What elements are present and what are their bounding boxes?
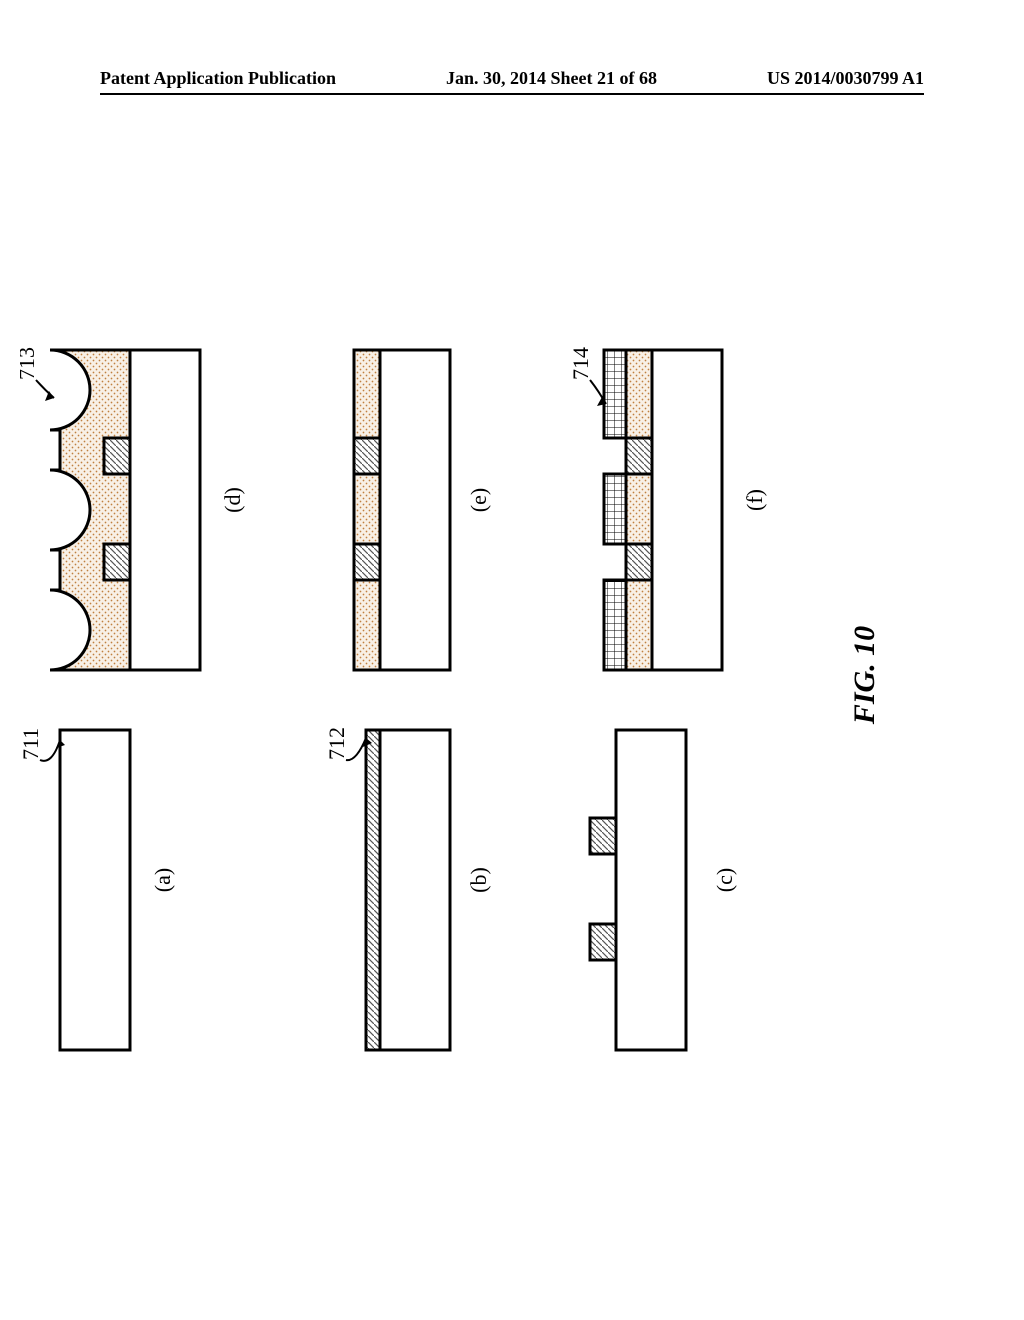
panel-c-label: (c)	[712, 868, 738, 892]
panel-b-label: (b)	[466, 867, 492, 893]
header-center: Jan. 30, 2014 Sheet 21 of 68	[446, 68, 657, 89]
row-1: 711 (a)	[20, 310, 246, 1040]
panel-a: 711 (a)	[20, 720, 246, 1040]
row-3: (c)	[572, 310, 768, 1040]
panel-e: (e)	[326, 340, 492, 660]
ref-712: 712	[326, 727, 349, 760]
panel-c: (c)	[572, 720, 768, 1040]
panel-d: 713 (d)	[20, 340, 246, 660]
panel-f: 714 (f)	[572, 340, 768, 660]
ref-714: 714	[572, 347, 593, 380]
panel-d-label: (d)	[220, 487, 246, 513]
header: Patent Application Publication Jan. 30, …	[100, 68, 924, 95]
panel-e-label: (e)	[466, 488, 492, 512]
header-left: Patent Application Publication	[100, 68, 336, 89]
panel-d-svg: 713	[20, 320, 210, 680]
panel-c-svg	[572, 700, 702, 1060]
panel-a-label: (a)	[150, 868, 176, 892]
figure-caption: FIG. 10	[848, 310, 882, 1040]
panel-b: 712 (b)	[326, 720, 492, 1040]
panel-b-svg: 712	[326, 700, 456, 1060]
row-2: 712 (b)	[326, 310, 492, 1040]
panel-f-label: (f)	[742, 489, 768, 511]
ref-711: 711	[20, 728, 43, 760]
page: Patent Application Publication Jan. 30, …	[0, 0, 1024, 1320]
ref-713: 713	[20, 347, 39, 380]
header-right: US 2014/0030799 A1	[767, 68, 924, 89]
panel-f-svg: 714	[572, 320, 732, 680]
panel-e-svg	[326, 320, 456, 680]
panel-a-svg: 711	[20, 700, 140, 1060]
figure-10: 711 (a)	[20, 310, 990, 1040]
